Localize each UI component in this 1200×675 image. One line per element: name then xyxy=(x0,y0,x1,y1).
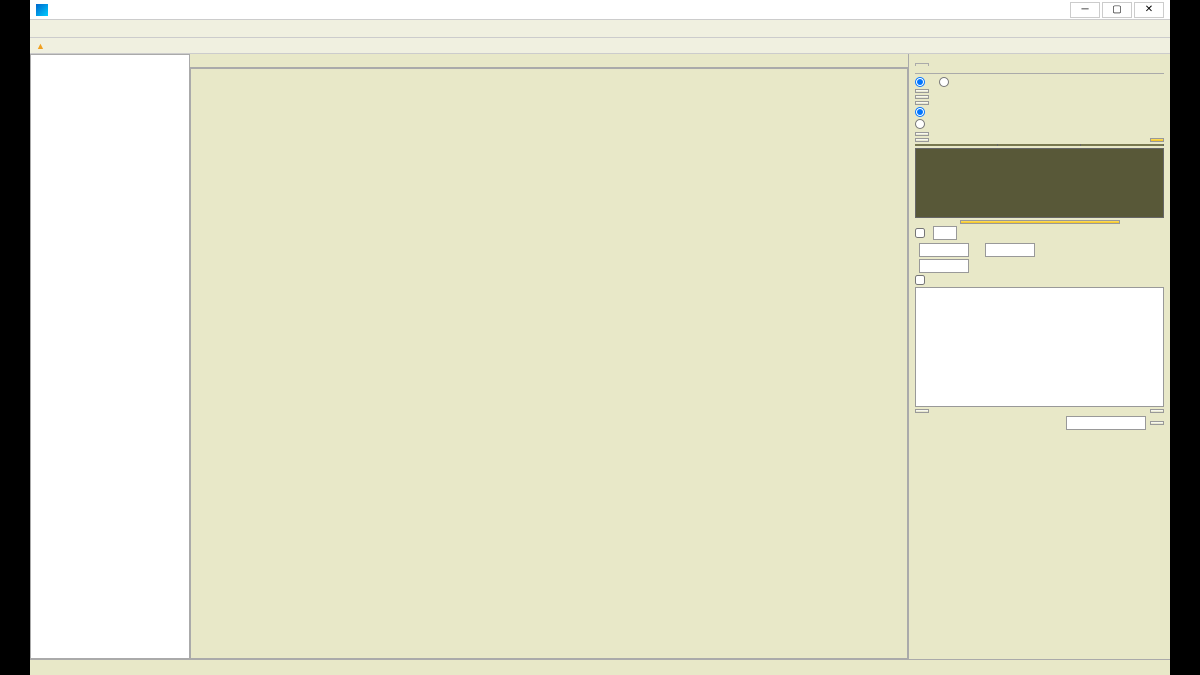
close-button[interactable]: ✕ xyxy=(1134,2,1164,18)
tree-panel[interactable] xyxy=(30,54,190,659)
name-input[interactable] xyxy=(1066,416,1146,430)
right-panel xyxy=(908,54,1170,659)
wavelet-gather-radio[interactable] xyxy=(915,107,925,117)
stop-input[interactable] xyxy=(985,243,1035,257)
center-title xyxy=(190,54,908,68)
col-used xyxy=(1081,144,1164,146)
app-logo-icon xyxy=(36,4,48,16)
highlight-check[interactable] xyxy=(915,228,925,238)
match-pairs-list[interactable] xyxy=(915,148,1164,218)
col-target-twt xyxy=(998,144,1081,146)
select-volume-button[interactable] xyxy=(915,101,929,105)
delete-button[interactable] xyxy=(1150,138,1164,142)
titlebar: ─ ▢ ✕ xyxy=(30,0,1170,20)
cw-input[interactable] xyxy=(919,259,969,273)
select-gather-button[interactable] xyxy=(915,89,929,93)
reset-bulk-button[interactable] xyxy=(1150,409,1164,413)
minimize-button[interactable]: ─ xyxy=(1070,2,1100,18)
folder-icon: ▲ xyxy=(36,41,45,51)
import-button[interactable] xyxy=(915,132,929,136)
apply-pairs-button[interactable] xyxy=(960,220,1120,224)
wavelet-est-radio[interactable] xyxy=(915,119,925,129)
digitise-button[interactable] xyxy=(915,138,929,142)
highlight-input[interactable] xyxy=(933,226,957,240)
menubar xyxy=(30,20,1170,38)
start-input[interactable] xyxy=(919,243,969,257)
maximize-button[interactable]: ▢ xyxy=(1102,2,1132,18)
pathbar: ▲ xyxy=(30,38,1170,54)
use-all-check[interactable] xyxy=(915,275,925,285)
select-angles-button[interactable] xyxy=(915,95,929,99)
top-tab[interactable] xyxy=(915,63,929,66)
save-button[interactable] xyxy=(1150,421,1164,425)
use-imp-radio[interactable] xyxy=(939,77,949,87)
use-synth-radio[interactable] xyxy=(915,77,925,87)
apply-bulk-button[interactable] xyxy=(915,409,929,413)
col-orig-twt xyxy=(915,144,998,146)
tracks-area[interactable] xyxy=(190,68,908,659)
statusbar xyxy=(30,659,1170,675)
correlation-chart xyxy=(915,287,1164,407)
